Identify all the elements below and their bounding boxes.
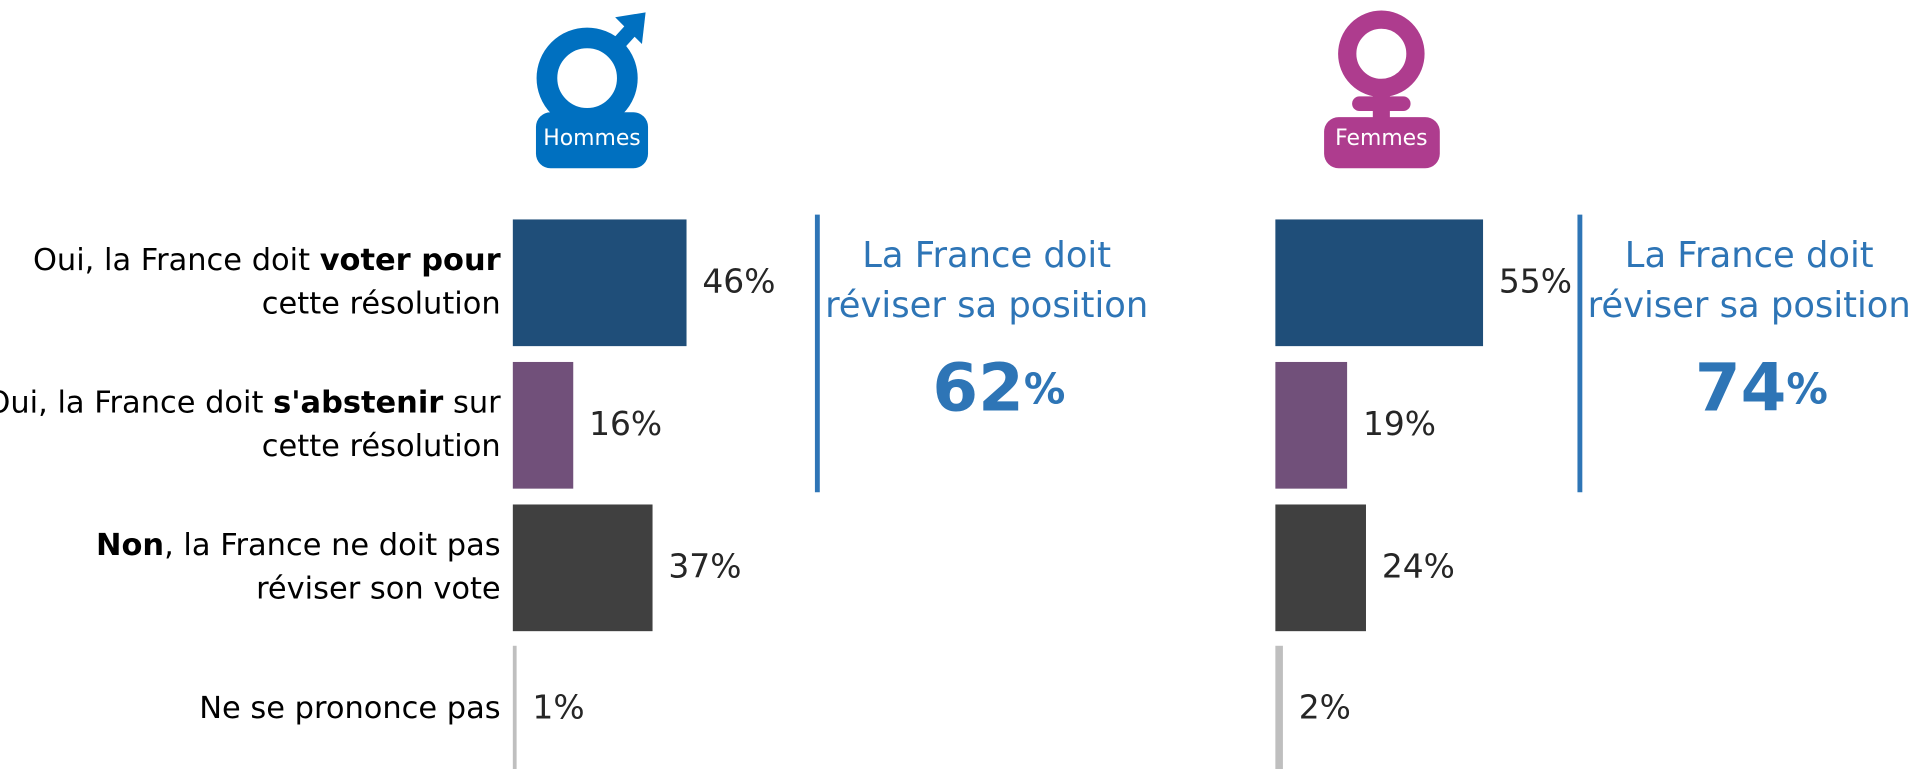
- summary-unit: %: [1786, 365, 1828, 413]
- value-label: 24%: [1382, 546, 1455, 585]
- category-label: Ne se prononce pas: [199, 691, 500, 726]
- bar: [1275, 361, 1348, 489]
- summary-number: 62%: [932, 349, 1065, 426]
- summary-unit: %: [1024, 365, 1066, 413]
- summary-text: réviser sa position: [1588, 285, 1910, 326]
- summary-text: La France doit: [862, 235, 1111, 276]
- bar: [512, 361, 574, 489]
- icon-badge: [535, 112, 649, 169]
- summary-value: 62: [932, 349, 1024, 426]
- value-label: 19%: [1363, 404, 1436, 443]
- category-label-part: Oui, la France doit: [33, 242, 320, 277]
- icon-label: Femmes: [1335, 126, 1427, 151]
- summary-text: réviser sa position: [825, 285, 1148, 326]
- summary-number: 74%: [1695, 349, 1828, 426]
- category-label-part: réviser son vote: [256, 571, 501, 606]
- category-label: Oui, la France doit s'abstenir sur: [0, 385, 501, 420]
- category-label-part: , la France ne doit pas: [164, 527, 501, 562]
- category-label-part: sur: [443, 385, 501, 420]
- icon-ring: [1338, 10, 1425, 98]
- bar: [1275, 219, 1484, 347]
- bar: [1275, 504, 1366, 632]
- value-label: 1%: [532, 688, 584, 727]
- category-label: Non, la France ne doit pas: [96, 527, 501, 562]
- value-label: 16%: [589, 404, 662, 443]
- category-label: réviser son vote: [256, 571, 501, 606]
- icon-crossbar: [1352, 96, 1411, 112]
- value-label: 2%: [1299, 688, 1351, 727]
- category-label-part: Oui, la France doit: [0, 385, 273, 420]
- category-label: Oui, la France doit voter pour: [33, 242, 501, 277]
- icon-arrow-head: [615, 12, 646, 45]
- summary-text: La France doit: [1625, 235, 1874, 276]
- icon-male: Hommes: [535, 12, 649, 169]
- category-label-part: s'abstenir: [273, 385, 443, 420]
- bar: [512, 504, 653, 632]
- bar: [512, 645, 517, 769]
- icon-label: Hommes: [543, 126, 640, 151]
- category-label: cette résolution: [262, 429, 501, 464]
- bar: [1275, 645, 1283, 769]
- value-label: 46%: [702, 261, 775, 300]
- category-label-part: voter pour: [320, 242, 501, 277]
- category-label-part: cette résolution: [262, 429, 501, 464]
- category-label-part: cette résolution: [262, 286, 501, 321]
- category-label-part: Ne se prononce pas: [199, 691, 500, 726]
- category-label: cette résolution: [262, 286, 501, 321]
- value-label: 55%: [1499, 261, 1572, 300]
- value-label: 37%: [668, 546, 741, 585]
- summary-value: 74: [1695, 349, 1787, 426]
- category-label-part: Non: [96, 527, 164, 562]
- icon-badge: [1324, 117, 1440, 169]
- bar: [512, 219, 687, 347]
- icon-female: Femmes: [1324, 10, 1440, 169]
